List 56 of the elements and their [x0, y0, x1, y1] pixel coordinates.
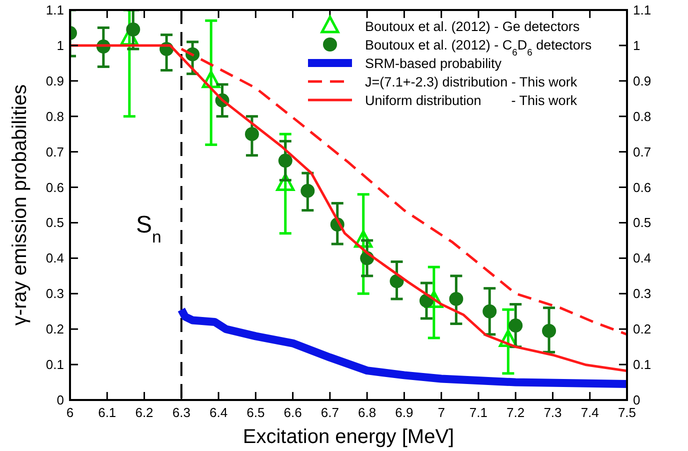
y-tick-label: 1: [56, 38, 64, 53]
x-tick-label: 6.3: [172, 405, 190, 420]
point: [542, 324, 556, 338]
y2-tick-label: 1: [633, 38, 640, 53]
x-tick-label: 6.2: [135, 405, 154, 420]
y-tick-label: 0.4: [46, 250, 64, 266]
y-tick-label: 0.6: [46, 180, 64, 195]
y-tick-label: 0.2: [46, 322, 64, 337]
x-tick-label: 7.4: [580, 405, 599, 420]
point: [449, 292, 464, 306]
point: [482, 304, 497, 318]
x-tick-label: 6.9: [395, 405, 414, 420]
y2-tick-label: 0.9: [633, 73, 652, 88]
y2-tick-label: 0.1: [633, 357, 652, 372]
x-tick-label: 6.1: [98, 405, 116, 420]
y-tick-label: 0.3: [46, 286, 64, 302]
x-tick-label: 7.5: [618, 405, 636, 420]
x-tick-label: 7.2: [506, 405, 525, 420]
x-tick-label: 6.6: [284, 405, 302, 420]
y2-tick-label: 0.3: [633, 286, 652, 302]
x-tick-label: 6.7: [320, 405, 339, 420]
y2-tick-label: 0: [633, 392, 640, 408]
y-tick-label: 0.8: [46, 108, 64, 124]
x-tick-label: 6: [66, 405, 74, 420]
point: [278, 154, 292, 168]
y-tick-label: 0.5: [46, 215, 64, 230]
y-tick-label: 1.1: [46, 2, 64, 18]
y2-tick-label: 0.6: [633, 180, 652, 195]
point: [126, 22, 140, 36]
point: [300, 184, 315, 198]
legend-label: J=(7.1+-2.3) distribution - This work: [365, 74, 578, 90]
x-tick-label: 6.4: [209, 405, 228, 420]
legend-label: Boutoux et al. (2012) - Ge detectors: [365, 19, 580, 34]
y2-tick-label: 0.8: [633, 108, 652, 124]
y-tick-label: 0.7: [46, 144, 64, 160]
legend-label: Boutoux et al. (2012) - C$_{6}$D$_{6}$ detectors: [365, 38, 592, 58]
x-axis-title: Excitation energy [MeV]: [242, 426, 454, 448]
y2-tick-label: 0.5: [633, 215, 652, 230]
y-axis-title: γ-ray emission probabilities: [9, 84, 31, 326]
y2-tick-label: 1.1: [633, 2, 652, 18]
point: [508, 318, 523, 333]
x-tick-label: 7.1: [469, 405, 488, 420]
legend-label: Uniform distribution - This work: [365, 93, 578, 108]
legend-label: SRM-based probability: [365, 56, 502, 71]
y-tick-label: 0.9: [46, 73, 64, 88]
point: [244, 127, 259, 142]
x-tick-label: 7: [438, 405, 445, 420]
x-tick-label: 6.5: [246, 405, 265, 420]
y-tick-label: 0: [56, 392, 64, 408]
y2-tick-label: 0.2: [633, 322, 652, 337]
y-tick-label: 0.1: [46, 357, 64, 372]
x-tick-label: 7.3: [544, 405, 562, 420]
y2-tick-label: 0.4: [633, 250, 652, 266]
ref-line-label: S$_{n}$: [136, 211, 162, 246]
x-tick-label: 6.8: [358, 405, 376, 420]
y2-tick-label: 0.7: [633, 144, 652, 160]
